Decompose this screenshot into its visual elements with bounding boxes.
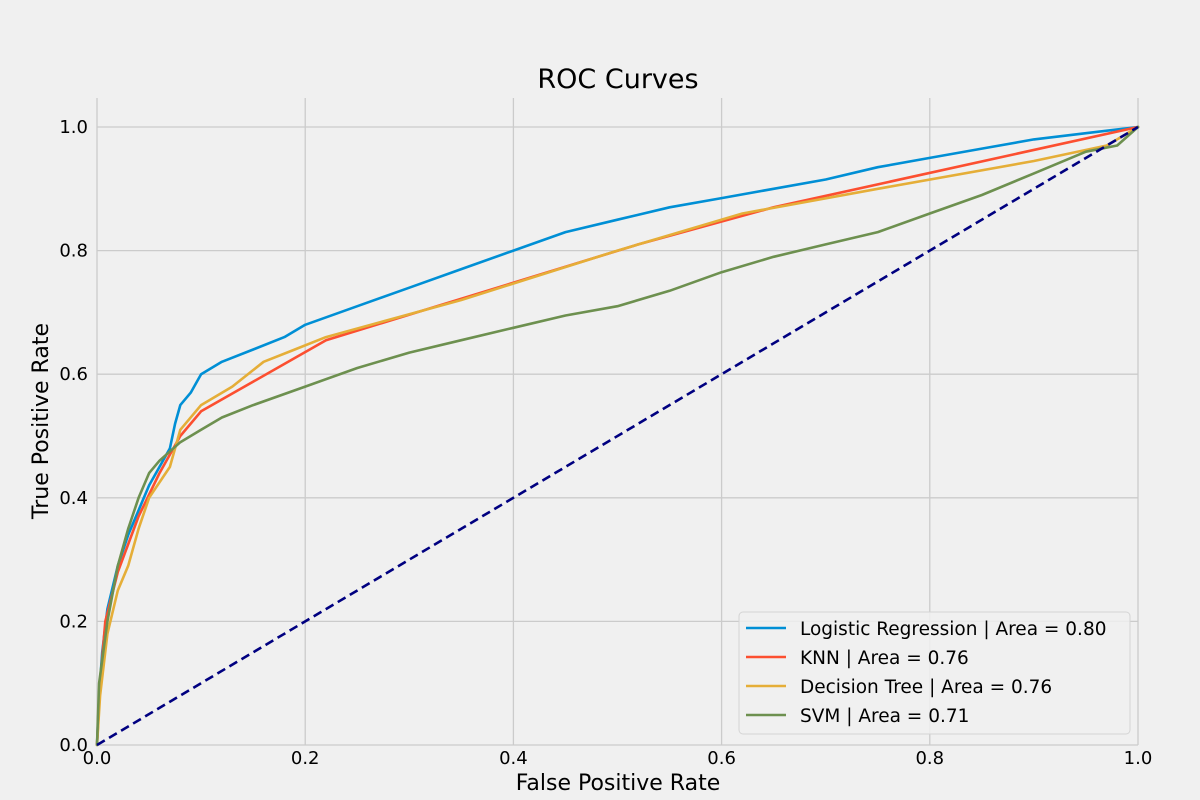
x-tick-labels: 0.0 0.2 0.4 0.6 0.8 1.0	[83, 748, 1153, 769]
roc-curve-0	[95, 125, 1140, 747]
y-axis-label: True Positive Rate	[29, 323, 54, 520]
y-tick-labels: 0.0 0.2 0.4 0.6 0.8 1.0	[59, 117, 88, 756]
legend: Logistic Regression | Area = 0.80 KNN | A…	[738, 611, 1131, 735]
y-tick-label: 0.0	[59, 735, 88, 756]
x-tick-label: 0.4	[499, 748, 528, 769]
y-tick-label: 0.2	[59, 611, 88, 632]
x-tick-label: 0.8	[915, 748, 944, 769]
y-tick-label: 0.4	[59, 488, 88, 509]
y-tick-label: 1.0	[59, 117, 88, 138]
legend-label-0: Logistic Regression | Area = 0.80	[800, 619, 1106, 640]
x-tick-label: 1.0	[1124, 748, 1153, 769]
y-tick-label: 0.6	[59, 364, 88, 385]
x-tick-label: 0.2	[291, 748, 320, 769]
legend-label-1: KNN | Area = 0.76	[800, 648, 969, 669]
reference-diagonal-line	[96, 125, 1139, 747]
legend-label-3: SVM | Area = 0.71	[800, 706, 969, 727]
y-tick-label: 0.8	[59, 241, 88, 262]
grid-lines	[96, 98, 1139, 746]
roc-curve-3	[95, 125, 1140, 747]
roc-curves	[95, 125, 1140, 747]
x-tick-label: 0.6	[707, 748, 736, 769]
legend-box	[738, 611, 1131, 735]
roc-curve-2	[95, 125, 1140, 747]
chart-title: ROC Curves	[537, 64, 698, 95]
x-axis-label: False Positive Rate	[516, 771, 720, 796]
legend-label-2: Decision Tree | Area = 0.76	[800, 677, 1052, 698]
x-tick-label: 0.0	[83, 748, 112, 769]
